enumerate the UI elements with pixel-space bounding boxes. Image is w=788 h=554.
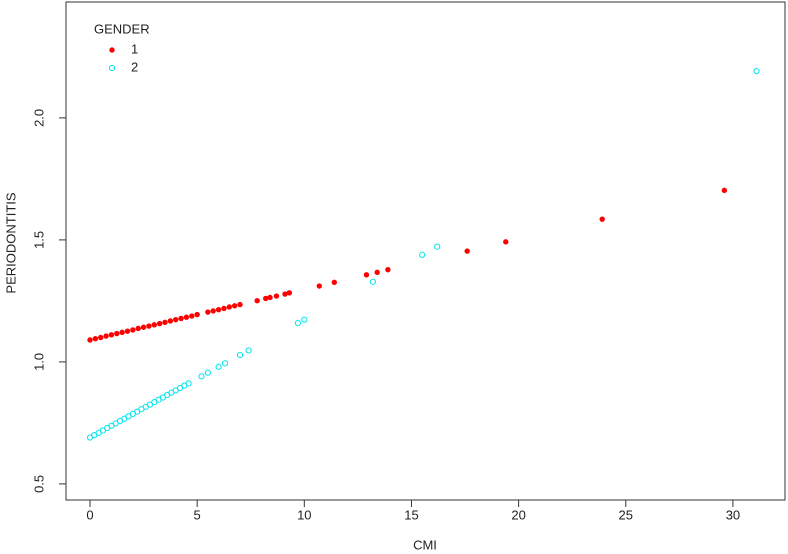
point (215, 306, 222, 313)
point (87, 337, 93, 343)
x-tick-label: 20 (511, 507, 525, 522)
point (363, 272, 370, 278)
point (124, 328, 131, 334)
y-tick-label: 2.0 (31, 109, 46, 127)
point (98, 334, 104, 341)
point (114, 330, 120, 337)
point (231, 303, 238, 309)
x-tick-label: 15 (404, 507, 418, 522)
x-tick-label: 5 (194, 507, 201, 522)
point (419, 251, 426, 258)
point (140, 324, 147, 330)
y-tick-label: 1.5 (31, 231, 46, 249)
point (146, 323, 152, 329)
legend-title: GENDER (94, 21, 150, 36)
x-axis-label: CMI (413, 537, 437, 552)
point (286, 290, 293, 296)
point (156, 320, 163, 327)
point (210, 308, 216, 314)
point (282, 291, 288, 297)
point (267, 294, 273, 301)
point (173, 316, 179, 323)
point (151, 322, 157, 328)
legend-label: 1 (131, 41, 138, 56)
point (108, 332, 115, 338)
point (374, 269, 380, 276)
point (130, 327, 136, 333)
point (434, 243, 441, 250)
point (237, 301, 243, 308)
point (331, 279, 338, 286)
legend-label: 2 (131, 59, 138, 74)
point (599, 216, 605, 222)
x-tick-label: 25 (619, 507, 633, 522)
point (245, 347, 252, 354)
point (226, 304, 233, 310)
point (273, 293, 280, 299)
point (103, 333, 109, 339)
point (301, 316, 308, 323)
point (294, 320, 301, 327)
y-tick-label: 1.0 (31, 353, 46, 371)
point (135, 325, 141, 332)
point (194, 311, 200, 318)
y-tick-label: 0.5 (31, 475, 46, 493)
x-tick-label: 10 (297, 507, 311, 522)
point (185, 380, 192, 387)
point (189, 313, 195, 319)
point (385, 266, 391, 273)
point (119, 329, 125, 336)
point (92, 336, 99, 342)
point (221, 360, 229, 367)
legend-marker (108, 64, 116, 72)
point (254, 297, 260, 304)
point (198, 373, 205, 380)
point (503, 239, 509, 245)
point (753, 67, 760, 75)
point (221, 305, 227, 312)
y-axis-label: PERIODONTITIS (3, 192, 18, 293)
legend-marker (109, 47, 115, 53)
point (162, 319, 168, 326)
point (236, 351, 244, 359)
point (464, 248, 470, 254)
point (167, 318, 174, 324)
point (721, 187, 728, 194)
point (183, 314, 190, 320)
x-tick-label: 30 (726, 507, 740, 522)
point (178, 315, 184, 322)
point (215, 363, 222, 370)
point (263, 295, 269, 302)
plot-frame (65, 1, 786, 501)
point (316, 283, 323, 289)
x-tick-label: 0 (86, 507, 93, 522)
point (369, 278, 376, 285)
point (204, 369, 211, 376)
point (205, 309, 211, 315)
